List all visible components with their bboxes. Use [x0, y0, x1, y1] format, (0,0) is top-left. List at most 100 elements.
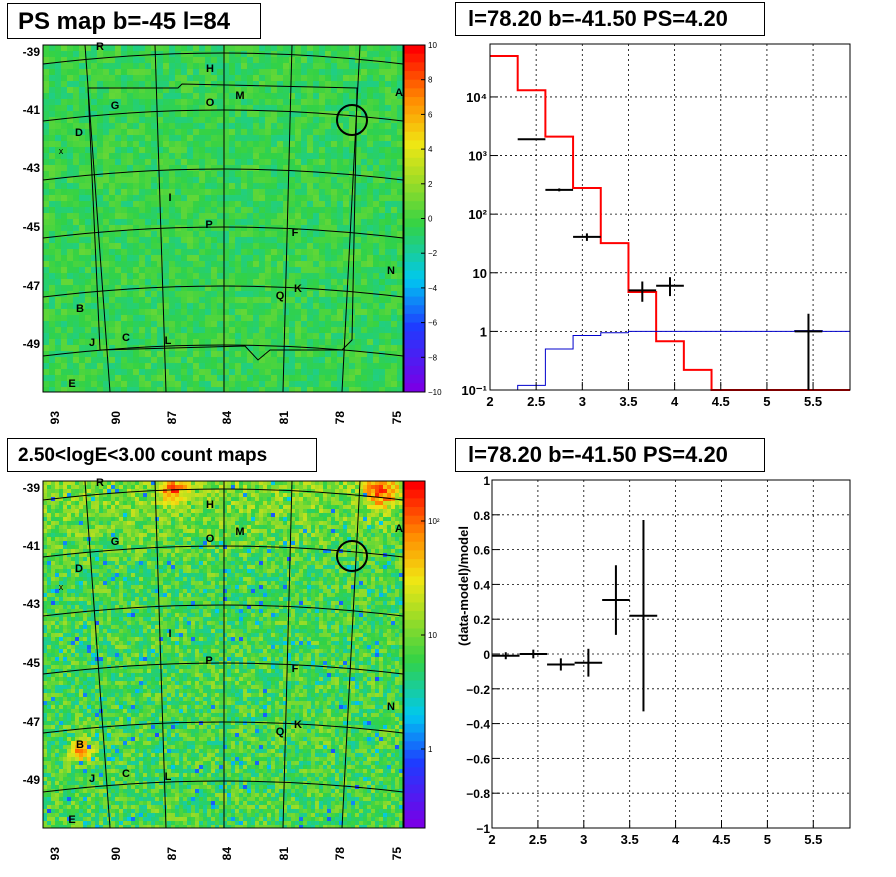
spectrum-y-tick: 10⁻¹ — [461, 383, 487, 398]
residual-y-tick: −0.6 — [466, 752, 490, 766]
ps-map-x-tick: 87 — [165, 411, 179, 425]
count-map-source-label: N — [387, 701, 395, 713]
count-map-source-label: I — [168, 628, 171, 640]
ps-map-source-label: I — [168, 192, 171, 204]
ps-map-source-label: M — [235, 90, 244, 102]
count-map-colorbar — [404, 481, 425, 829]
ps-map-source-label: Q — [276, 290, 285, 302]
spectrum-y-tick: 10³ — [468, 149, 487, 164]
ps-map-y-tick: -41 — [23, 103, 41, 117]
ps-map-y-tick: -47 — [23, 279, 41, 293]
count-map-marker: x — [59, 582, 64, 592]
residual-x-tick: 4.5 — [712, 832, 730, 847]
ps-map-colorbar-tick: 6 — [428, 110, 433, 119]
count-map-source-label: Q — [276, 726, 285, 738]
residual-y-tick: 0.8 — [473, 509, 490, 523]
count-map-title: 2.50<logE<3.00 count maps — [7, 438, 317, 472]
ps-map-source-label: R — [96, 41, 104, 53]
count-map-x-tick: 84 — [220, 847, 234, 861]
ps-map-source-label: C — [122, 332, 130, 344]
ps-map-source-label: L — [165, 335, 172, 347]
residual-x-tick: 5 — [764, 832, 771, 847]
count-map-source-label: A — [395, 523, 403, 535]
count-map-y-tick: -39 — [23, 481, 41, 495]
count-map-source-label: D — [75, 563, 83, 575]
residual-x-tick: 4 — [672, 832, 680, 847]
count-map-x-tick: 75 — [390, 847, 404, 861]
count-map-source-label: K — [294, 719, 302, 731]
count-map-source-label: F — [292, 663, 299, 675]
spectrum-y-tick: 10² — [468, 207, 487, 222]
residual-y-axis-label: (data-model)/model — [456, 526, 471, 646]
ps-map-source-label: F — [292, 227, 299, 239]
spectrum-title: l=78.20 b=-41.50 PS=4.20 — [455, 2, 765, 36]
ps-map-x-tick: 81 — [277, 411, 291, 425]
count-map-source-label: J — [89, 773, 95, 785]
ps-map-colorbar-tick: −8 — [428, 353, 438, 362]
residual-y-tick: 0.2 — [473, 613, 490, 627]
count-map-x-tick: 78 — [333, 847, 347, 861]
residual-y-tick: 0.6 — [473, 544, 490, 558]
ps-map-title: PS map b=-45 l=84 — [7, 3, 261, 39]
ps-map-source-label: P — [205, 219, 212, 231]
ps-map-x-tick: 84 — [220, 411, 234, 425]
spectrum-x-tick: 2 — [486, 394, 493, 409]
spectrum-x-tick: 3 — [579, 394, 586, 409]
ps-map-colorbar-tick: −2 — [428, 249, 438, 258]
ps-map-source-label: B — [76, 303, 84, 315]
spectrum-x-tick: 5 — [763, 394, 770, 409]
residual-y-tick: 0.4 — [473, 578, 490, 592]
spectrum-x-tick: 4 — [671, 394, 679, 409]
spectrum-plot-area — [490, 44, 850, 390]
count-map-source-label: L — [165, 771, 172, 783]
ps-map-colorbar-tick: −6 — [428, 319, 438, 328]
count-map-source-label: C — [122, 768, 130, 780]
residual-x-tick: 5.5 — [804, 832, 822, 847]
ps-map-colorbar-tick: 8 — [428, 76, 433, 85]
ps-map-colorbar-tick: −4 — [428, 284, 438, 293]
count-map-source-label: B — [76, 739, 84, 751]
ps-map-x-tick: 78 — [333, 411, 347, 425]
ps-map-colorbar-tick: 4 — [428, 145, 433, 154]
residual-y-tick: 0 — [483, 648, 490, 662]
spectrum-y-tick: 10 — [473, 266, 487, 281]
ps-map-source-label: O — [206, 97, 215, 109]
residual-y-tick: 1 — [483, 474, 490, 488]
spectrum-x-tick: 4.5 — [712, 394, 730, 409]
spectrum-data-point — [518, 139, 546, 140]
count-map-colorbar-tick: 1 — [428, 745, 433, 754]
residual-x-tick: 2.5 — [529, 832, 547, 847]
count-map-x-tick: 87 — [165, 847, 179, 861]
ps-map-colorbar-tick: 0 — [428, 215, 433, 224]
count-map-x-tick: 81 — [277, 847, 291, 861]
count-map-y-tick: -45 — [23, 656, 41, 670]
ps-map-source-label: K — [294, 283, 302, 295]
ps-map-source-label: J — [89, 337, 95, 349]
ps-map-marker: x — [59, 146, 64, 156]
ps-map-x-tick: 90 — [109, 411, 123, 425]
ps-map-source-label: A — [395, 87, 403, 99]
spectrum-x-tick: 2.5 — [527, 394, 545, 409]
ps-map-colorbar-tick: 10 — [428, 41, 437, 50]
spectrum-y-tick: 1 — [480, 324, 487, 339]
count-map-colorbar-tick: 10 — [428, 631, 437, 640]
count-map-source-label: G — [111, 536, 120, 548]
ps-map-y-tick: -49 — [23, 337, 41, 351]
ps-map-source-label: D — [75, 127, 83, 139]
residual-x-tick: 3 — [580, 832, 587, 847]
residual-y-tick: −1 — [476, 822, 490, 836]
count-map-source-label: H — [206, 499, 214, 511]
ps-map-x-tick: 93 — [48, 411, 62, 425]
ps-map-source-label: E — [68, 378, 75, 390]
ps-map-y-tick: -39 — [23, 45, 41, 59]
spectrum-y-tick: 10⁴ — [466, 90, 487, 105]
ps-map-y-tick: -43 — [23, 161, 41, 175]
count-map-source-label: E — [68, 814, 75, 826]
ps-map-source-label: G — [111, 100, 120, 112]
ps-map-y-tick: -45 — [23, 220, 41, 234]
residual-y-tick: −0.2 — [466, 683, 490, 697]
count-map-source-label: M — [235, 526, 244, 538]
